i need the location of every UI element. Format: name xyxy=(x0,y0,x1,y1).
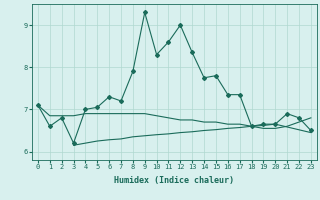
X-axis label: Humidex (Indice chaleur): Humidex (Indice chaleur) xyxy=(115,176,234,185)
